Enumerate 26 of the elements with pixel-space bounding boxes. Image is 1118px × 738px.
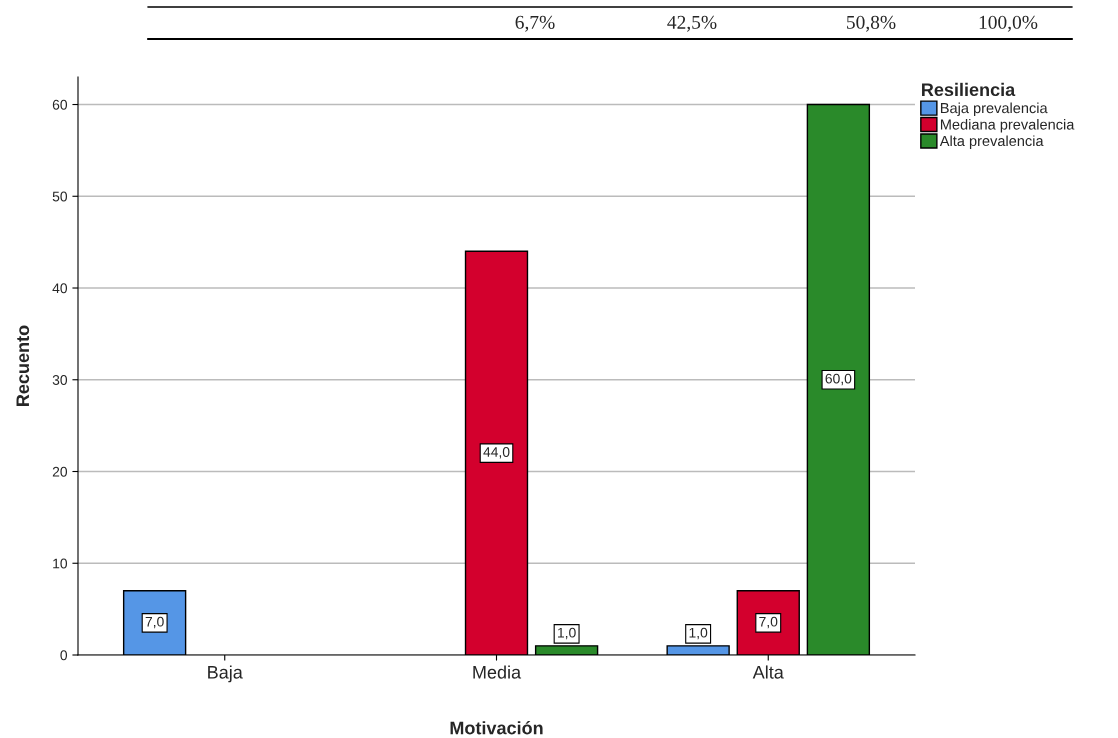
- x-axis-title: Motivación: [450, 720, 543, 735]
- x-tick-label: Baja: [208, 665, 243, 683]
- y-tick-label: 60: [52, 99, 68, 110]
- legend-title: Resiliencia: [922, 82, 1016, 97]
- text: 100,0%: [979, 15, 1038, 32]
- text: 42,5%: [667, 15, 717, 32]
- legend-label: Alta prevalencia: [939, 135, 1044, 149]
- y-tick-label: 50: [52, 191, 68, 202]
- data-label: 1,0: [558, 627, 576, 640]
- data-label: 7,0: [759, 616, 778, 629]
- data-label: 44,0: [483, 447, 510, 459]
- legend-label: Baja prevalencia: [940, 102, 1048, 117]
- data-label: 7,0: [145, 616, 164, 629]
- y-tick-label: 10: [53, 558, 68, 569]
- text: 6,7%: [515, 15, 555, 32]
- x-tick-label: Media: [473, 665, 522, 679]
- data-label: 60,0: [825, 373, 852, 386]
- y-tick-label: 30: [52, 375, 68, 385]
- y-axis-title: Recuento: [16, 325, 30, 406]
- text: 50,8%: [847, 15, 896, 32]
- legend-label: Mediana prevalencia: [940, 118, 1075, 133]
- x-tick-label: Alta: [752, 665, 784, 679]
- y-tick-label: 40: [52, 283, 68, 294]
- y-tick-label: 0: [60, 650, 68, 661]
- y-tick-label: 20: [52, 466, 68, 477]
- data-label: 1,0: [689, 627, 708, 640]
